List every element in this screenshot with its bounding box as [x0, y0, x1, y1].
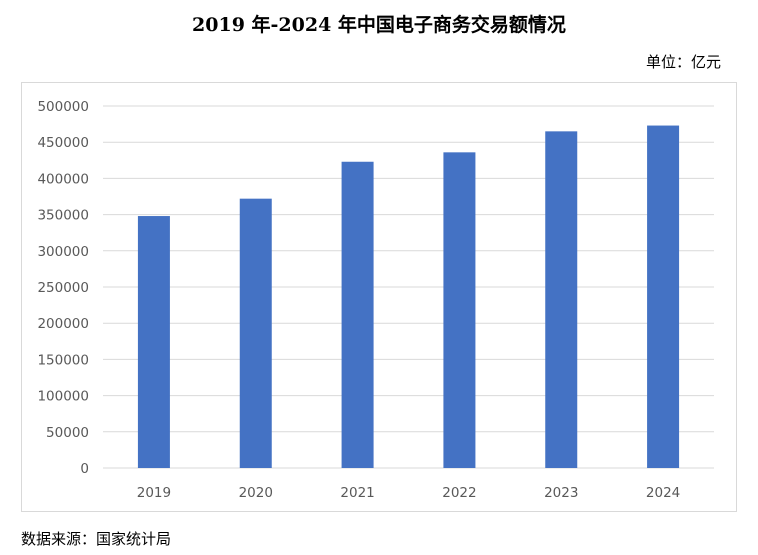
y-axis-ticks: 0 50000 100000 150000 200000 250000 300000 3500… — [37, 99, 89, 477]
bars — [137, 125, 680, 469]
x-tick-label: 2019 — [137, 485, 171, 501]
y-tick-label: 200000 — [37, 316, 89, 332]
x-tick-label: 2021 — [340, 485, 374, 501]
data-source-note: 数据来源：国家统计局 — [21, 530, 172, 548]
y-tick-label: 250000 — [37, 280, 89, 296]
y-tick-label: 100000 — [37, 389, 89, 405]
x-axis-ticks: 2019 2020 2021 2022 2023 2024 — [137, 485, 681, 501]
x-tick-label: 2024 — [646, 485, 680, 501]
y-tick-label: 500000 — [37, 99, 89, 115]
y-tick-label: 50000 — [46, 425, 89, 441]
x-tick-label: 2022 — [442, 485, 476, 501]
unit-label: 单位：亿元 — [645, 53, 721, 71]
bar-2022 — [443, 152, 476, 468]
bar-2024 — [647, 125, 680, 468]
y-tick-label: 300000 — [37, 244, 89, 260]
chart-frame — [21, 82, 737, 512]
chart-title: 2019 年-2024 年中国电子商务交易额情况 — [192, 14, 566, 36]
x-tick-label: 2020 — [239, 485, 273, 501]
gridlines — [103, 105, 714, 469]
bar-2021 — [341, 161, 374, 469]
bar-2023 — [545, 131, 578, 468]
y-tick-label: 400000 — [37, 171, 89, 187]
y-tick-label: 450000 — [37, 135, 89, 151]
y-tick-label: 350000 — [37, 208, 89, 224]
bar-2020 — [239, 198, 272, 468]
bar-2019 — [137, 216, 170, 468]
y-tick-label: 0 — [80, 461, 89, 477]
y-tick-label: 150000 — [37, 352, 89, 368]
x-tick-label: 2023 — [544, 485, 578, 501]
